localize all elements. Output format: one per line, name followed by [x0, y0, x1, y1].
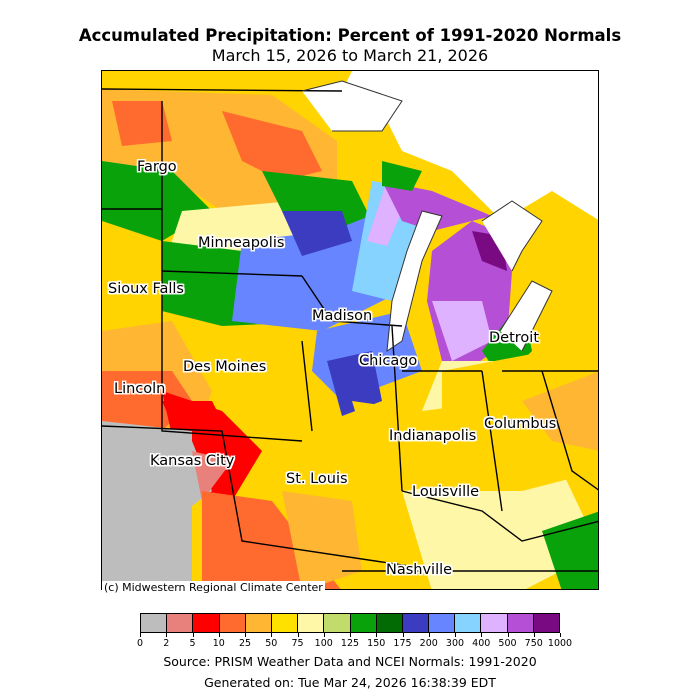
legend-tick-mark: [297, 633, 299, 637]
city-label-detroit: Detroit: [489, 330, 539, 346]
city-label-nashville: Nashville: [386, 562, 453, 578]
legend-tick-label: 400: [472, 638, 491, 649]
legend-tick-label: 0: [136, 638, 144, 649]
legend-swatch: [219, 614, 246, 632]
legend-swatch: [533, 614, 559, 632]
legend-swatch: [402, 614, 430, 632]
map-title: Accumulated Precipitation: Percent of 19…: [78, 26, 622, 45]
legend-tick-label: 50: [265, 638, 278, 649]
legend-tick-mark: [481, 633, 483, 637]
legend-swatch: [481, 614, 508, 632]
legend-colorbar: [140, 613, 560, 633]
generated-timestamp: Generated on: Tue Mar 24, 2026 16:38:39 …: [204, 675, 496, 690]
legend-tick-label: 175: [393, 638, 412, 649]
legend-swatch: [245, 614, 272, 632]
legend-tick-mark: [245, 633, 246, 637]
legend-tick-label: 10: [212, 638, 225, 649]
legend-tick-label: 2: [163, 638, 170, 649]
city-label-lincoln: Lincoln: [114, 381, 166, 397]
legend-swatch: [429, 614, 456, 632]
legend-tick-mark: [428, 633, 430, 637]
legend-tick-mark: [455, 633, 456, 637]
legend-tick-label: 5: [189, 638, 196, 649]
legend-tick-label: 1000: [547, 638, 573, 649]
legend-tick-mark: [560, 633, 561, 637]
legend-tick-mark: [323, 633, 325, 637]
legend-tick-label: 75: [291, 638, 304, 649]
legend-tick-mark: [271, 633, 273, 637]
legend-tick-label: 200: [419, 638, 438, 649]
city-label-fargo: Fargo: [137, 159, 177, 175]
legend-tick-labels: 0 2 5 10 25 50 75 100 125 150 175 200 300 400 500 750 10…: [136, 633, 572, 652]
legend-tick-mark: [166, 633, 168, 637]
legend-tick-label: 125: [340, 638, 360, 649]
legend-tick-mark: [218, 633, 220, 637]
legend-tick-mark: [350, 633, 351, 637]
legend-tick-label: 750: [524, 638, 543, 649]
data-source-note: Source: PRISM Weather Data and NCEI Norm…: [163, 654, 537, 669]
legend-tick-mark: [507, 633, 509, 637]
city-label-columbus: Columbus: [484, 416, 557, 432]
legend-tick-mark: [533, 633, 535, 637]
legend-tick-mark: [402, 633, 404, 637]
legend-tick-label: 100: [314, 638, 333, 649]
legend-swatch: [167, 614, 194, 632]
precipitation-map: [101, 70, 599, 590]
legend-swatch: [376, 614, 403, 632]
legend-tick-mark: [376, 633, 378, 637]
city-label-chicago: Chicago: [359, 353, 418, 369]
city-label-st-louis: St. Louis: [286, 471, 348, 487]
legend-swatch: [324, 614, 351, 632]
legend-tick-label: 25: [238, 638, 252, 649]
map-canvas: [102, 71, 598, 589]
legend-tick-mark: [192, 633, 194, 637]
legend-swatch: [141, 614, 168, 632]
legend-swatch: [455, 614, 482, 632]
legend-swatch: [193, 614, 220, 632]
city-label-indianapolis: Indianapolis: [389, 428, 477, 444]
city-label-minneapolis: Minneapolis: [198, 235, 285, 251]
legend-tick-label: 500: [498, 638, 517, 649]
map-subtitle: March 15, 2026 to March 21, 2026: [211, 46, 489, 65]
legend-swatch: [507, 614, 534, 632]
legend-tick-label: 300: [445, 638, 465, 649]
legend-swatch: [350, 614, 377, 632]
legend-swatch: [298, 614, 325, 632]
city-label-sioux-falls: Sioux Falls: [108, 281, 184, 297]
city-label-louisville: Louisville: [412, 484, 480, 500]
map-credit: (c) Midwestern Regional Climate Center: [102, 581, 325, 594]
city-label-madison: Madison: [312, 308, 373, 324]
legend-tick-mark: [140, 633, 141, 637]
city-label-des-moines: Des Moines: [183, 359, 267, 375]
legend-tick-label: 150: [367, 638, 386, 649]
city-label-kansas-city: Kansas City: [150, 453, 235, 469]
legend-swatch: [271, 614, 299, 632]
